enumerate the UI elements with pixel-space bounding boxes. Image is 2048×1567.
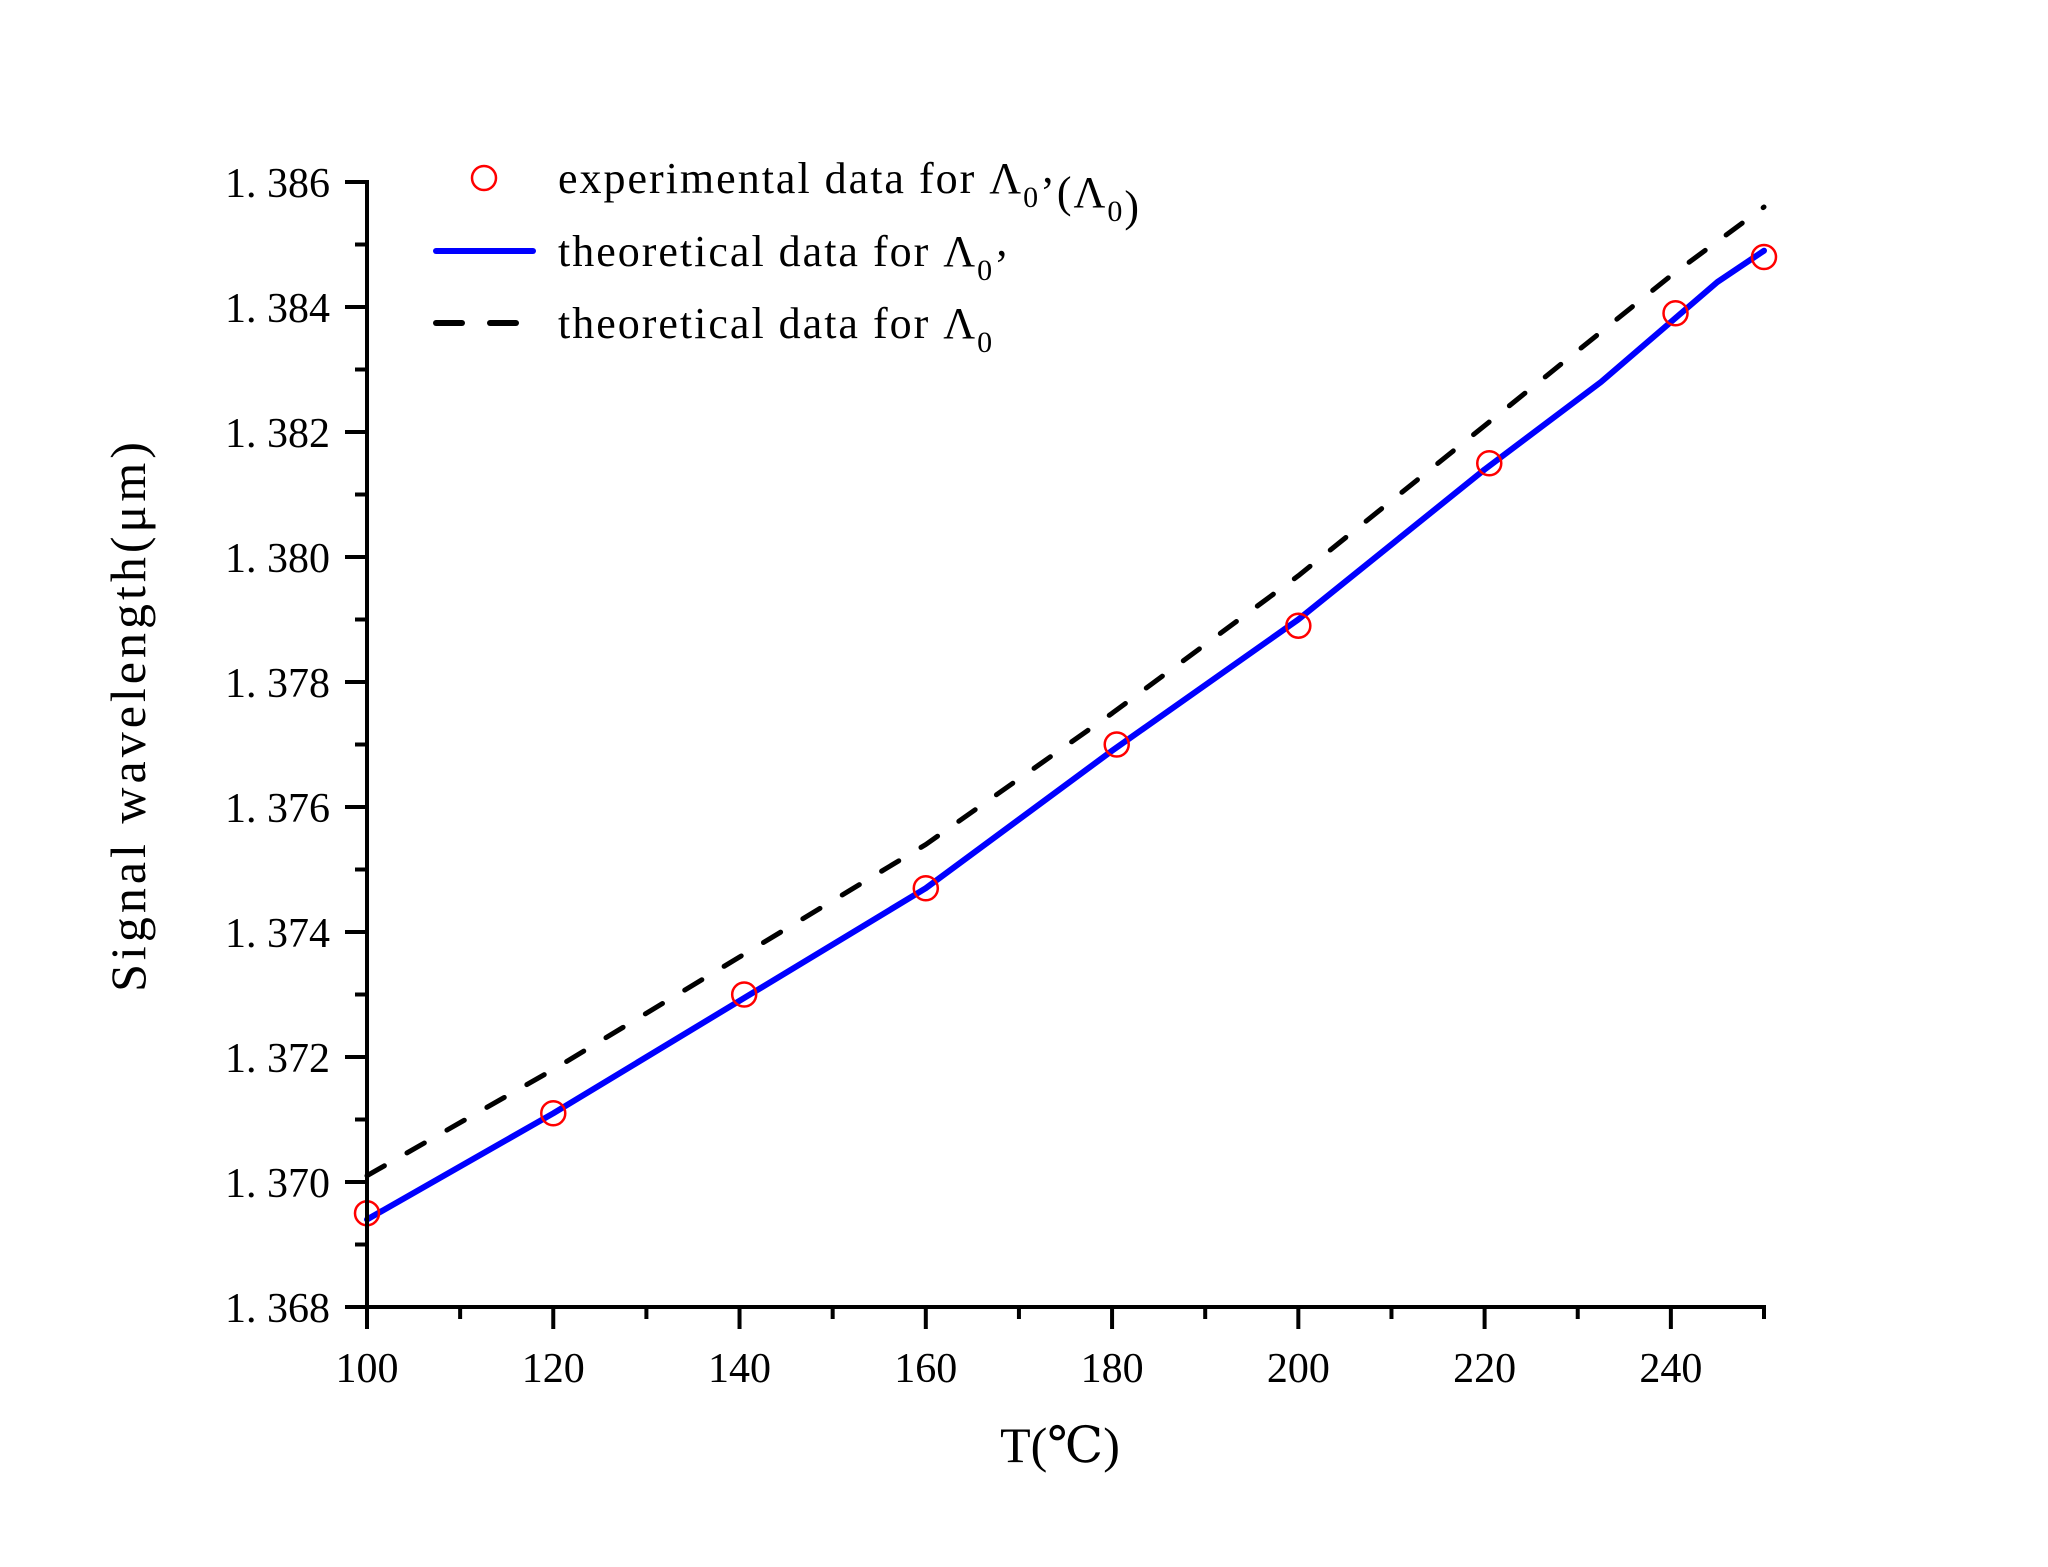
data-point-marker [540, 1100, 567, 1127]
x-tick-label: 100 [336, 1346, 399, 1392]
experimental-data-points [353, 243, 1778, 1227]
legend-item: experimental data for Λ0’(Λ0) [470, 154, 1141, 231]
y-tick-label: 1. 372 [225, 1036, 330, 1082]
x-tick-label: 220 [1453, 1346, 1516, 1392]
legend-label: theoretical data for Λ0’ [558, 227, 1011, 290]
data-point-marker [1476, 450, 1503, 477]
y-axis-title: Signal wavelength(μm) [100, 438, 156, 992]
y-tick-label: 1. 378 [225, 661, 330, 707]
data-point-marker [1285, 612, 1312, 639]
y-tick-label: 1. 384 [225, 286, 330, 332]
x-tick-label: 240 [1639, 1346, 1702, 1392]
legend-label: theoretical data for Λ0 [558, 299, 994, 359]
y-ticks: 1. 368 1. 370 1. 372 1. 374 1. 376 1. 378 1. 3… [225, 161, 367, 1332]
x-ticks: 100 120 140 160 180 200 220 240 [336, 1307, 1766, 1392]
legend-item: theoretical data for Λ0’ [433, 227, 1011, 290]
data-point-marker [1750, 243, 1778, 271]
theoretical-lambda0-dashed-line [364, 204, 1767, 1179]
y-tick-label: 1. 374 [225, 911, 330, 957]
theoretical-lambda0-prime-line [364, 247, 1767, 1223]
y-tick-label: 1. 386 [225, 161, 330, 207]
data-point-marker [730, 981, 758, 1008]
legend-circle-marker-icon [470, 164, 498, 192]
legend: experimental data for Λ0’(Λ0)theoretical… [433, 154, 1141, 359]
x-tick-label: 120 [522, 1346, 585, 1392]
x-tick-label: 200 [1267, 1346, 1330, 1392]
x-tick-label: 160 [894, 1346, 957, 1392]
plot-area [353, 204, 1778, 1227]
y-tick-label: 1. 368 [225, 1286, 330, 1332]
legend-item: theoretical data for Λ0 [433, 299, 994, 359]
y-tick-label: 1. 382 [225, 411, 330, 457]
data-point-marker [1662, 300, 1689, 327]
data-point-marker [1103, 731, 1130, 758]
series-layer [353, 204, 1778, 1227]
data-point-marker [912, 875, 940, 902]
legend-label: experimental data for Λ0’(Λ0) [558, 154, 1141, 231]
y-tick-label: 1. 370 [225, 1161, 330, 1207]
x-axis-title: T(℃) [1000, 1417, 1120, 1473]
x-tick-label: 140 [708, 1346, 771, 1392]
y-tick-label: 1. 376 [225, 786, 330, 832]
y-tick-label: 1. 380 [225, 536, 330, 582]
x-tick-label: 180 [1081, 1346, 1144, 1392]
